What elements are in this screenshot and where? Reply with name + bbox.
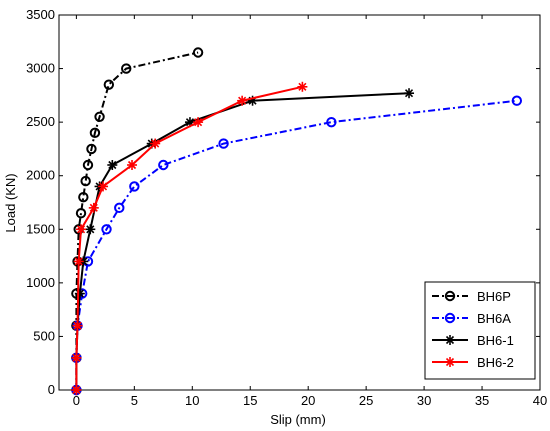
legend-item-bh6a: BH6A [432,311,511,326]
data-point [297,81,308,92]
data-point [127,160,138,170]
y-tick-label: 3500 [26,7,55,22]
legend-item-bh6p: BH6P [432,289,511,304]
series-line [75,99,517,390]
data-point [86,143,97,155]
legend-marker [444,290,456,302]
data-point [88,202,99,213]
y-tick-label: 2000 [26,168,55,183]
data-point [129,181,140,192]
legend-label: BH6P [477,289,511,304]
series-bh6p [71,47,204,396]
series-layer [71,47,523,396]
y-tick-label: 2500 [26,114,55,129]
legend-label: BH6A [477,311,511,326]
x-tick-label: 15 [243,393,257,408]
y-tick-label: 3000 [26,61,55,76]
data-point [76,224,87,235]
data-point [511,95,523,106]
y-axis-label: Load (KN) [3,173,18,232]
legend-item-bh6-2: BH6-2 [432,355,514,370]
data-point [150,138,161,149]
data-point [114,202,125,214]
data-point [103,79,115,90]
legend: BH6P BH6A BH6-1 BH6-2 [424,281,536,380]
x-axis-ticks: 0 5 10 15 20 25 30 35 40 [73,15,547,408]
data-point [326,116,337,128]
data-point [218,138,229,149]
data-point [94,111,105,122]
y-tick-label: 1000 [26,275,55,290]
legend-label: BH6-2 [477,355,514,370]
series-line [75,51,199,390]
x-tick-label: 5 [131,393,138,408]
data-point [101,224,112,235]
x-tick-label: 35 [475,393,489,408]
data-point [74,288,85,299]
data-point [82,159,94,171]
x-tick-label: 40 [533,393,547,408]
y-tick-label: 0 [48,382,55,397]
data-point [72,320,83,331]
data-point [404,88,415,99]
legend-marker [444,312,456,324]
data-point [192,47,204,58]
data-point [98,181,109,192]
x-tick-label: 30 [417,393,431,408]
legend-item-bh6-1: BH6-1 [432,333,514,348]
data-point [71,385,82,395]
data-point [107,160,118,170]
x-tick-label: 20 [301,393,315,408]
data-point [237,95,248,106]
y-axis-ticks: 0 500 1000 1500 2000 2500 3000 3500 [26,7,540,397]
data-point [158,159,169,171]
x-tick-label: 25 [359,393,373,408]
series-line [75,85,303,390]
data-point [121,63,132,74]
x-axis-label: Slip (mm) [270,412,326,427]
x-tick-label: 10 [185,393,199,408]
x-tick-label: 0 [73,393,80,408]
legend-marker [445,357,455,367]
data-point [89,127,101,139]
y-tick-label: 1500 [26,221,55,236]
y-tick-label: 500 [33,328,55,343]
data-point [80,175,91,187]
data-point [75,208,87,219]
data-point [193,117,204,128]
data-point [73,256,84,267]
series-bh6-2 [71,81,308,395]
legend-marker [445,335,455,345]
data-point [78,191,89,203]
data-point [71,352,82,363]
data-point [85,224,96,235]
legend-label: BH6-1 [477,333,514,348]
